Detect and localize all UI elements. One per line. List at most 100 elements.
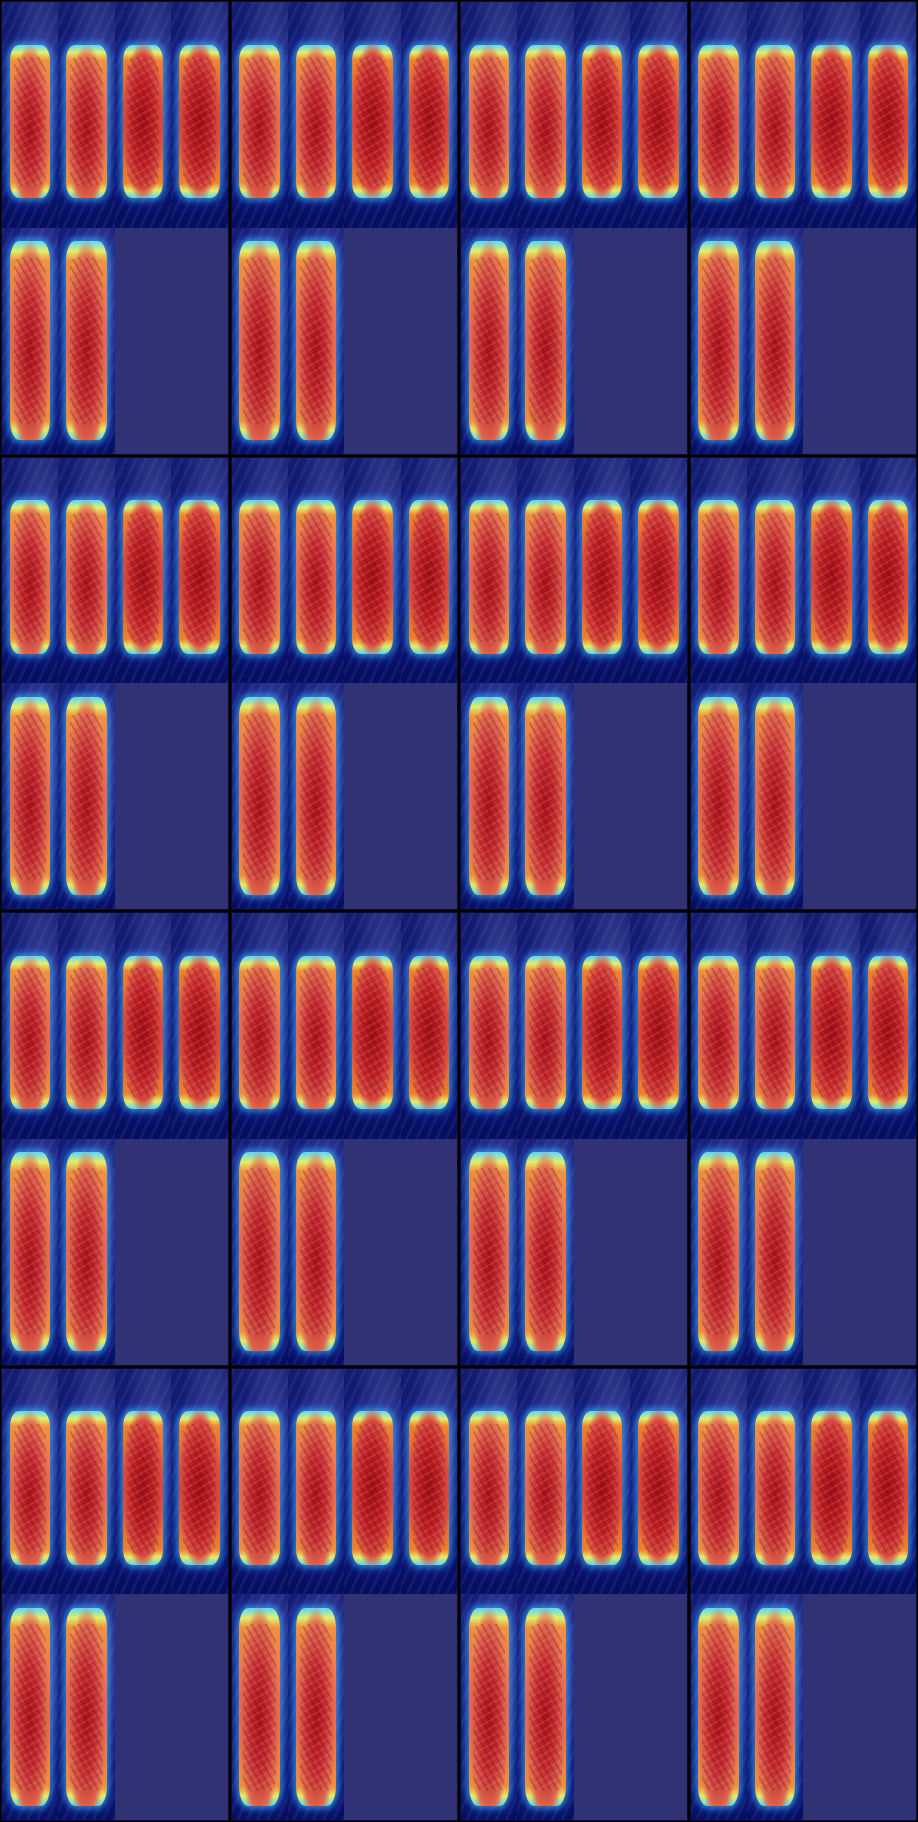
heatmap-frame	[171, 457, 228, 684]
heatmap-blob	[525, 1411, 566, 1565]
heatmap-frame	[690, 1138, 747, 1365]
heatmap-blob	[468, 1411, 510, 1565]
empty-frame	[400, 227, 457, 454]
heatmap-blob	[66, 1152, 107, 1351]
empty-frame	[859, 227, 916, 454]
heatmap-frame	[400, 457, 457, 684]
heatmap-frame	[400, 913, 457, 1139]
heatmap-frame	[231, 1594, 288, 1820]
heatmap-frame	[344, 1368, 401, 1595]
empty-frame	[114, 227, 172, 454]
heatmap-blob	[408, 500, 450, 654]
heatmap-frame	[573, 913, 631, 1139]
empty-frame	[114, 1594, 172, 1820]
heatmap-blob	[239, 44, 280, 199]
heatmap-frame	[630, 457, 687, 684]
heatmap-blob	[525, 241, 566, 440]
heatmap-blob	[9, 1152, 51, 1351]
heatmap-blob	[754, 500, 796, 654]
heatmap-blob	[239, 1607, 280, 1807]
heatmap-frame	[690, 2, 747, 228]
empty-frame	[171, 683, 228, 909]
heatmap-blob	[295, 1411, 337, 1565]
heatmap-frame	[2, 227, 59, 454]
heatmap-frame	[630, 913, 687, 1139]
attention-panel	[230, 456, 458, 910]
empty-frame	[630, 227, 687, 454]
empty-frame	[171, 227, 228, 454]
heatmap-blob	[66, 500, 107, 654]
heatmap-blob	[468, 1607, 510, 1807]
heatmap-frame	[803, 2, 860, 228]
heatmap-blob	[811, 1411, 852, 1565]
heatmap-blob	[525, 500, 566, 654]
empty-frame	[400, 683, 457, 909]
heatmap-blob	[295, 1152, 337, 1351]
heatmap-frame	[803, 457, 860, 684]
heatmap-frame	[58, 457, 115, 684]
heatmap-blob	[179, 44, 220, 199]
heatmap-frame	[287, 1368, 345, 1595]
heatmap-blob	[638, 955, 679, 1110]
heatmap-blob	[867, 44, 909, 199]
heatmap-frame	[2, 683, 59, 909]
heatmap-blob	[239, 955, 280, 1110]
heatmap-blob	[9, 241, 51, 440]
empty-frame	[171, 1138, 228, 1365]
heatmap-frame	[114, 1368, 172, 1595]
heatmap-frame	[171, 1368, 228, 1595]
heatmap-frame	[803, 1368, 860, 1595]
empty-frame	[803, 683, 860, 909]
heatmap-blob	[581, 955, 623, 1110]
heatmap-frame	[746, 2, 804, 228]
heatmap-frame	[2, 1594, 59, 1820]
heatmap-frame	[344, 913, 401, 1139]
heatmap-blob	[698, 696, 739, 896]
attention-panel	[460, 1367, 688, 1821]
heatmap-frame	[746, 1138, 804, 1365]
heatmap-blob	[295, 1607, 337, 1807]
heatmap-frame	[171, 2, 228, 228]
empty-frame	[803, 1594, 860, 1820]
heatmap-frame	[461, 457, 518, 684]
heatmap-frame	[287, 2, 345, 228]
heatmap-frame	[630, 2, 687, 228]
heatmap-blob	[698, 1411, 739, 1565]
attention-panel	[1, 1367, 229, 1821]
empty-frame	[573, 683, 631, 909]
heatmap-blob	[754, 44, 796, 199]
heatmap-blob	[468, 955, 510, 1110]
heatmap-frame	[517, 2, 574, 228]
heatmap-blob	[239, 241, 280, 440]
heatmap-blob	[811, 955, 852, 1110]
heatmap-frame	[746, 913, 804, 1139]
heatmap-blob	[638, 500, 679, 654]
heatmap-frame	[690, 913, 747, 1139]
empty-frame	[344, 227, 401, 454]
heatmap-frame	[2, 457, 59, 684]
heatmap-blob	[525, 696, 566, 896]
heatmap-frame	[517, 227, 574, 454]
heatmap-blob	[239, 1411, 280, 1565]
heatmap-blob	[66, 1607, 107, 1807]
heatmap-blob	[408, 955, 450, 1110]
attention-panel	[230, 1367, 458, 1821]
heatmap-frame	[171, 913, 228, 1139]
heatmap-frame	[287, 683, 345, 909]
heatmap-blob	[9, 1411, 51, 1565]
heatmap-blob	[525, 955, 566, 1110]
heatmap-frame	[461, 1368, 518, 1595]
heatmap-blob	[754, 1152, 796, 1351]
heatmap-frame	[859, 1368, 916, 1595]
heatmap-blob	[754, 241, 796, 440]
heatmap-blob	[9, 1607, 51, 1807]
heatmap-frame	[114, 457, 172, 684]
heatmap-frame	[517, 457, 574, 684]
empty-frame	[803, 1138, 860, 1365]
heatmap-frame	[859, 457, 916, 684]
heatmap-frame	[803, 913, 860, 1139]
empty-frame	[630, 1594, 687, 1820]
heatmap-frame	[58, 1594, 115, 1820]
heatmap-blob	[239, 696, 280, 896]
